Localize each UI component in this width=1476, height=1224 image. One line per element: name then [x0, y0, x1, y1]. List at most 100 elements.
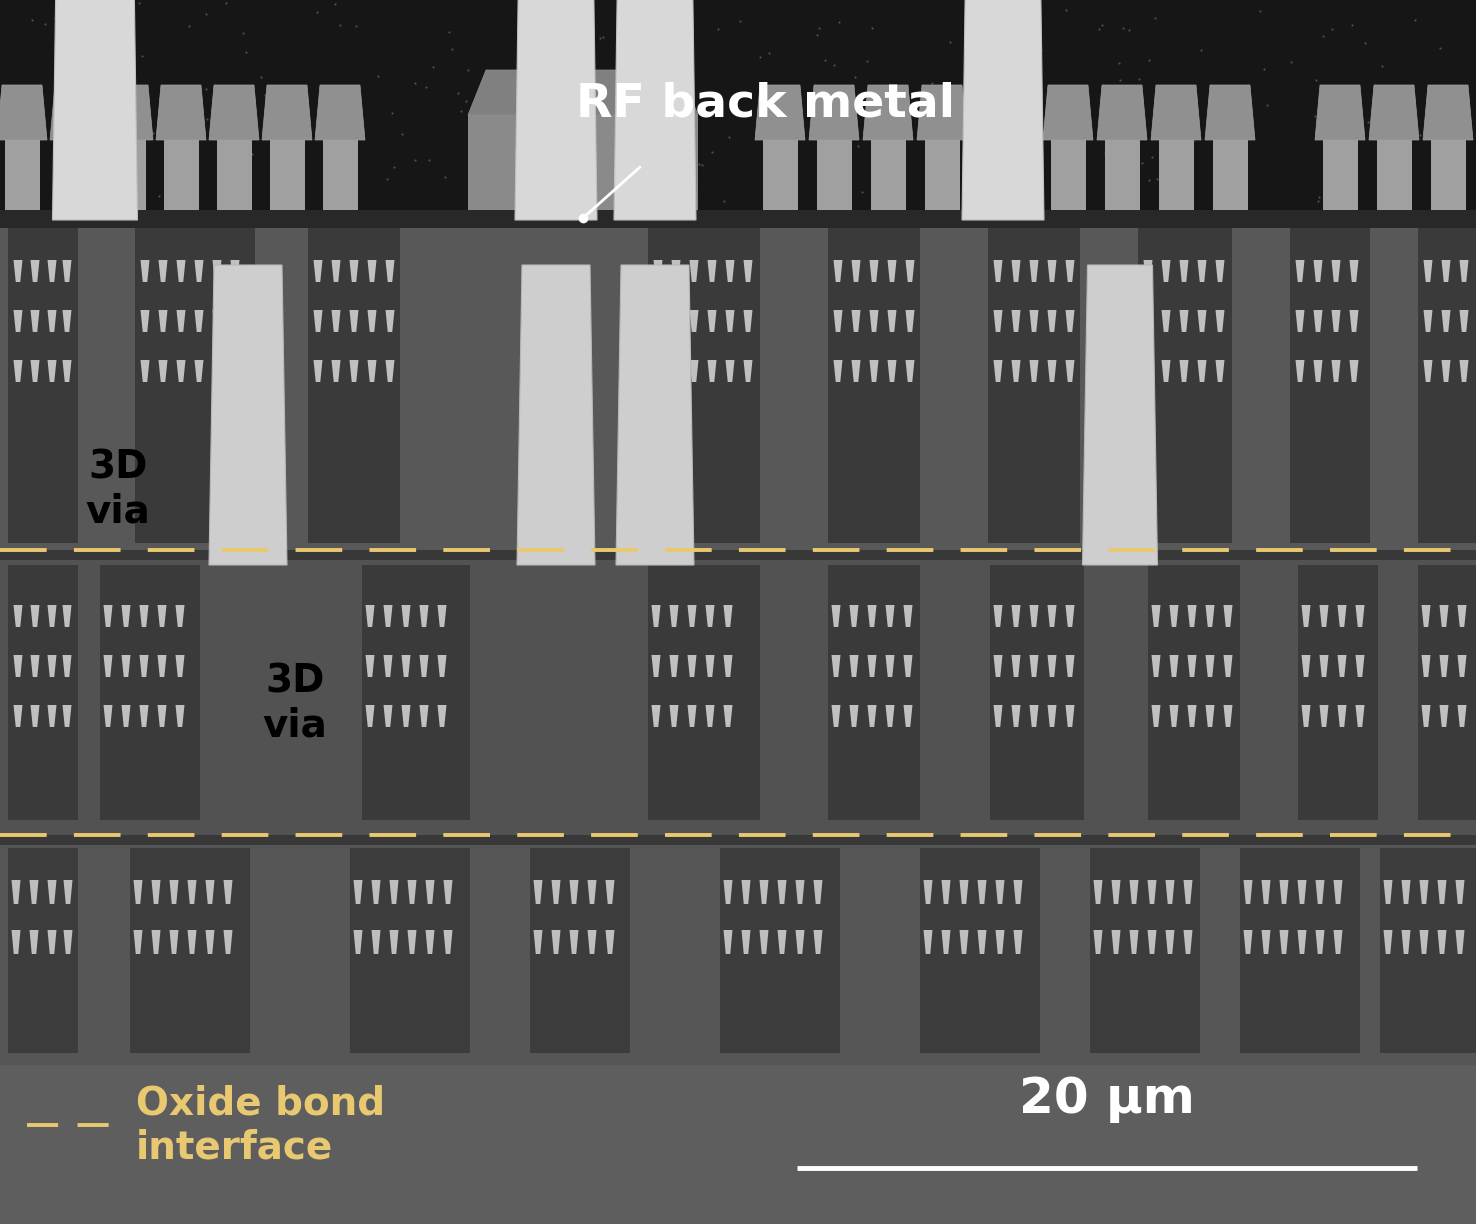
- Point: [195, 80, 218, 99]
- Bar: [217, 140, 251, 211]
- Bar: [0, 0, 1476, 211]
- Text: 3D
via: 3D via: [263, 663, 328, 744]
- Point: [1306, 191, 1330, 211]
- Polygon shape: [1204, 84, 1255, 140]
- Polygon shape: [62, 360, 71, 382]
- Point: [1311, 26, 1334, 45]
- Point: [1421, 130, 1445, 149]
- Polygon shape: [195, 259, 204, 282]
- Point: [670, 69, 694, 88]
- Polygon shape: [1011, 360, 1020, 382]
- Point: [536, 136, 559, 155]
- Polygon shape: [384, 605, 393, 627]
- Point: [1015, 1, 1039, 21]
- Polygon shape: [654, 259, 663, 282]
- Polygon shape: [195, 310, 204, 332]
- Point: [455, 91, 478, 110]
- Polygon shape: [869, 310, 878, 332]
- Polygon shape: [140, 360, 149, 382]
- Bar: [7, 228, 78, 543]
- Polygon shape: [1421, 705, 1430, 727]
- Point: [1046, 87, 1070, 106]
- Point: [1054, 0, 1077, 20]
- Bar: [987, 228, 1080, 543]
- Point: [403, 151, 427, 170]
- Point: [1017, 21, 1041, 40]
- Point: [149, 88, 173, 108]
- Polygon shape: [570, 880, 579, 905]
- Polygon shape: [103, 655, 112, 677]
- Polygon shape: [1097, 84, 1147, 140]
- Polygon shape: [1014, 930, 1023, 953]
- Polygon shape: [30, 930, 38, 953]
- Polygon shape: [1243, 880, 1253, 905]
- Polygon shape: [176, 605, 184, 627]
- Point: [651, 71, 675, 91]
- Polygon shape: [1166, 880, 1175, 905]
- Polygon shape: [1355, 705, 1364, 727]
- Polygon shape: [863, 84, 914, 140]
- Polygon shape: [905, 360, 915, 382]
- Point: [652, 97, 676, 116]
- Bar: [7, 565, 78, 820]
- Point: [1210, 185, 1234, 204]
- Bar: [920, 848, 1041, 1053]
- Point: [754, 154, 778, 174]
- Polygon shape: [887, 310, 896, 332]
- Polygon shape: [31, 360, 40, 382]
- Polygon shape: [993, 605, 1002, 627]
- Point: [1218, 158, 1241, 177]
- Bar: [990, 565, 1083, 820]
- Polygon shape: [706, 655, 714, 677]
- Point: [1340, 16, 1364, 35]
- Polygon shape: [63, 930, 72, 953]
- Polygon shape: [831, 605, 840, 627]
- Point: [1373, 158, 1396, 177]
- Bar: [0, 840, 1476, 1065]
- Polygon shape: [1421, 655, 1430, 677]
- Polygon shape: [993, 259, 1002, 282]
- Polygon shape: [230, 360, 239, 382]
- Point: [996, 12, 1020, 32]
- Point: [822, 55, 846, 75]
- Polygon shape: [1188, 655, 1197, 677]
- Polygon shape: [651, 605, 660, 627]
- Polygon shape: [1224, 705, 1232, 727]
- Point: [965, 97, 989, 116]
- Point: [948, 92, 971, 111]
- Polygon shape: [741, 880, 750, 905]
- Polygon shape: [176, 655, 184, 677]
- Point: [1213, 153, 1237, 173]
- Polygon shape: [210, 84, 258, 140]
- Polygon shape: [723, 605, 732, 627]
- Point: [83, 16, 106, 35]
- Polygon shape: [1048, 605, 1057, 627]
- Polygon shape: [533, 930, 543, 953]
- Point: [861, 18, 884, 38]
- Polygon shape: [366, 705, 375, 727]
- Polygon shape: [834, 259, 843, 282]
- Point: [1452, 82, 1476, 102]
- Polygon shape: [726, 310, 735, 332]
- Polygon shape: [205, 880, 214, 905]
- Bar: [648, 228, 760, 543]
- Polygon shape: [103, 84, 154, 140]
- Polygon shape: [31, 310, 40, 332]
- Point: [418, 151, 441, 170]
- Polygon shape: [850, 705, 859, 727]
- Text: 3D
via: 3D via: [86, 449, 151, 530]
- Bar: [828, 228, 920, 543]
- Bar: [1212, 140, 1247, 211]
- Polygon shape: [353, 930, 363, 953]
- Polygon shape: [1029, 705, 1039, 727]
- Bar: [924, 140, 959, 211]
- Polygon shape: [133, 930, 143, 953]
- Point: [642, 141, 666, 160]
- Polygon shape: [887, 259, 896, 282]
- Polygon shape: [533, 880, 543, 905]
- Polygon shape: [886, 705, 894, 727]
- Bar: [164, 140, 198, 211]
- Polygon shape: [177, 259, 186, 282]
- Text: Oxide bond
interface: Oxide bond interface: [136, 1084, 385, 1166]
- Polygon shape: [1383, 880, 1392, 905]
